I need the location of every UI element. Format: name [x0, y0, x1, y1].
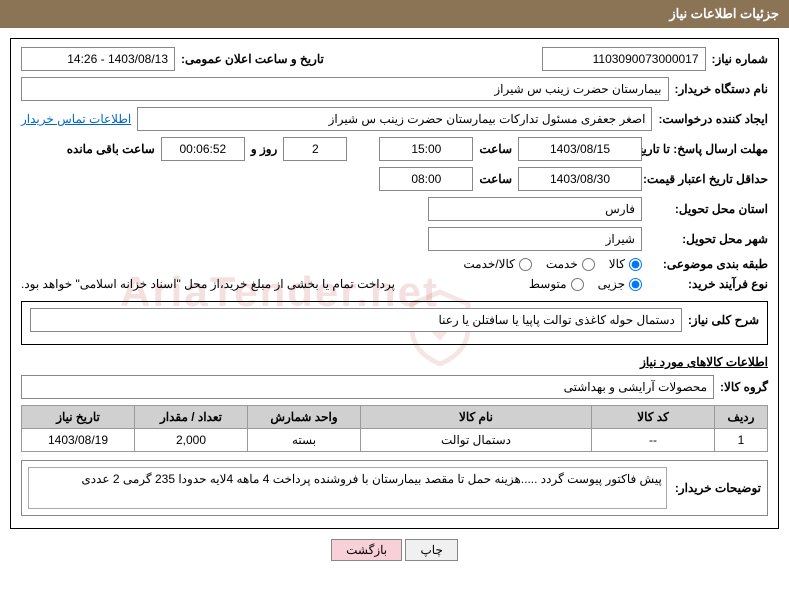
need-desc-fieldset: شرح کلی نیاز: دستمال حوله کاغذی توالت پا… [21, 301, 768, 345]
response-deadline-date: 1403/08/15 [518, 137, 642, 161]
requester-label: ایجاد کننده درخواست: [658, 112, 768, 126]
payment-note: پرداخت تمام یا بخشی از مبلغ خرید،از محل … [21, 277, 523, 291]
radio-medium[interactable]: متوسط [529, 277, 584, 291]
hour-label-1: ساعت [479, 142, 512, 156]
need-desc-value: دستمال حوله کاغذی توالت پاپیا یا سافتلن … [30, 308, 682, 332]
row-need-number: شماره نیاز: 1103090073000017 تاریخ و ساع… [21, 47, 768, 71]
row-purchase-type: نوع فرآیند خرید: جزیی متوسط پرداخت تمام … [21, 277, 768, 291]
radio-service-label: خدمت [546, 257, 578, 271]
table-cell-unit: بسته [248, 429, 361, 452]
radio-goods-label: کالا [609, 257, 625, 271]
radio-service[interactable]: خدمت [546, 257, 595, 271]
buyer-notes-box: توضیحات خریدار: پیش فاکتور پیوست گردد ..… [21, 460, 768, 516]
category-label: طبقه بندی موضوعی: [648, 257, 768, 271]
radio-partial-input[interactable] [629, 278, 642, 291]
purchase-type-radio-group: جزیی متوسط [529, 277, 642, 291]
goods-group-value: محصولات آرایشی و بهداشتی [21, 375, 714, 399]
response-deadline-label: مهلت ارسال پاسخ: تا تاریخ: [648, 142, 768, 156]
buttons-row: چاپ بازگشت [10, 539, 779, 561]
radio-goods-service-input[interactable] [519, 258, 532, 271]
delivery-province-label: استان محل تحویل: [648, 202, 768, 216]
row-requester: ایجاد کننده درخواست: اصغر جعفری مسئول تد… [21, 107, 768, 131]
goods-table: ردیف کد کالا نام کالا واحد شمارش تعداد /… [21, 405, 768, 452]
price-validity-hour: 08:00 [379, 167, 473, 191]
goods-group-label: گروه کالا: [720, 380, 768, 394]
table-header-row: ردیف کد کالا نام کالا واحد شمارش تعداد /… [22, 406, 768, 429]
delivery-city-label: شهر محل تحویل: [648, 232, 768, 246]
days-value: 2 [283, 137, 347, 161]
radio-goods[interactable]: کالا [609, 257, 642, 271]
radio-medium-label: متوسط [529, 277, 567, 291]
price-validity-date: 1403/08/30 [518, 167, 642, 191]
need-number-label: شماره نیاز: [712, 52, 768, 66]
goods-info-title: اطلاعات کالاهای مورد نیاز [21, 355, 768, 369]
buyer-notes-label: توضیحات خریدار: [675, 481, 761, 495]
radio-goods-input[interactable] [629, 258, 642, 271]
requester-value: اصغر جعفری مسئول تدارکات بیمارستان حضرت … [137, 107, 652, 131]
table-cell-needDate: 1403/08/19 [22, 429, 135, 452]
row-response-deadline: مهلت ارسال پاسخ: تا تاریخ: 1403/08/15 سا… [21, 137, 768, 161]
th-name: نام کالا [361, 406, 592, 429]
title-bar: جزئیات اطلاعات نیاز [0, 0, 789, 28]
delivery-city-value: شیراز [428, 227, 642, 251]
purchase-type-label: نوع فرآیند خرید: [648, 277, 768, 291]
radio-service-input[interactable] [582, 258, 595, 271]
announce-date-label: تاریخ و ساعت اعلان عمومی: [181, 52, 324, 66]
back-button[interactable]: بازگشت [331, 539, 402, 561]
need-number-value: 1103090073000017 [542, 47, 706, 71]
th-row: ردیف [715, 406, 768, 429]
price-validity-label: حداقل تاریخ اعتبار قیمت: تا تاریخ: [648, 172, 768, 186]
main-fieldset: شماره نیاز: 1103090073000017 تاریخ و ساع… [10, 38, 779, 529]
category-radio-group: کالا خدمت کالا/خدمت [463, 257, 642, 271]
table-cell-row: 1 [715, 429, 768, 452]
buyer-contact-link[interactable]: اطلاعات تماس خریدار [21, 112, 131, 126]
buyer-org-label: نام دستگاه خریدار: [675, 82, 769, 96]
row-price-validity: حداقل تاریخ اعتبار قیمت: تا تاریخ: 1403/… [21, 167, 768, 191]
table-cell-code: -- [592, 429, 715, 452]
hour-label-2: ساعت [479, 172, 512, 186]
row-category: طبقه بندی موضوعی: کالا خدمت کالا/خدمت [21, 257, 768, 271]
need-desc-label: شرح کلی نیاز: [688, 313, 759, 327]
th-unit: واحد شمارش [248, 406, 361, 429]
response-deadline-hour: 15:00 [379, 137, 473, 161]
buyer-notes-text: پیش فاکتور پیوست گردد .....هزینه حمل تا … [28, 467, 667, 509]
row-delivery-city: شهر محل تحویل: شیراز [21, 227, 768, 251]
days-and-label: روز و [251, 142, 278, 156]
delivery-province-value: فارس [428, 197, 642, 221]
row-delivery-province: استان محل تحویل: فارس [21, 197, 768, 221]
table-cell-qty: 2,000 [135, 429, 248, 452]
th-qty: تعداد / مقدار [135, 406, 248, 429]
radio-goods-service[interactable]: کالا/خدمت [463, 257, 531, 271]
radio-partial-label: جزیی [598, 277, 625, 291]
remaining-label: ساعت باقی مانده [67, 142, 155, 156]
print-button[interactable]: چاپ [405, 539, 457, 561]
table-row: 1--دستمال توالتبسته2,0001403/08/19 [22, 429, 768, 452]
content-area: AriaTender.net شماره نیاز: 1103090073000… [0, 28, 789, 571]
th-needdate: تاریخ نیاز [22, 406, 135, 429]
row-need-desc: شرح کلی نیاز: دستمال حوله کاغذی توالت پا… [30, 308, 759, 332]
row-buyer-org: نام دستگاه خریدار: بیمارستان حضرت زینب س… [21, 77, 768, 101]
radio-medium-input[interactable] [571, 278, 584, 291]
table-cell-name: دستمال توالت [361, 429, 592, 452]
buyer-org-value: بیمارستان حضرت زینب س شیراز [21, 77, 669, 101]
announce-date-value: 1403/08/13 - 14:26 [21, 47, 175, 71]
countdown-value: 00:06:52 [161, 137, 245, 161]
row-goods-group: گروه کالا: محصولات آرایشی و بهداشتی [21, 375, 768, 399]
radio-partial[interactable]: جزیی [598, 277, 642, 291]
title-text: جزئیات اطلاعات نیاز [669, 6, 779, 21]
radio-goods-service-label: کالا/خدمت [463, 257, 514, 271]
th-code: کد کالا [592, 406, 715, 429]
